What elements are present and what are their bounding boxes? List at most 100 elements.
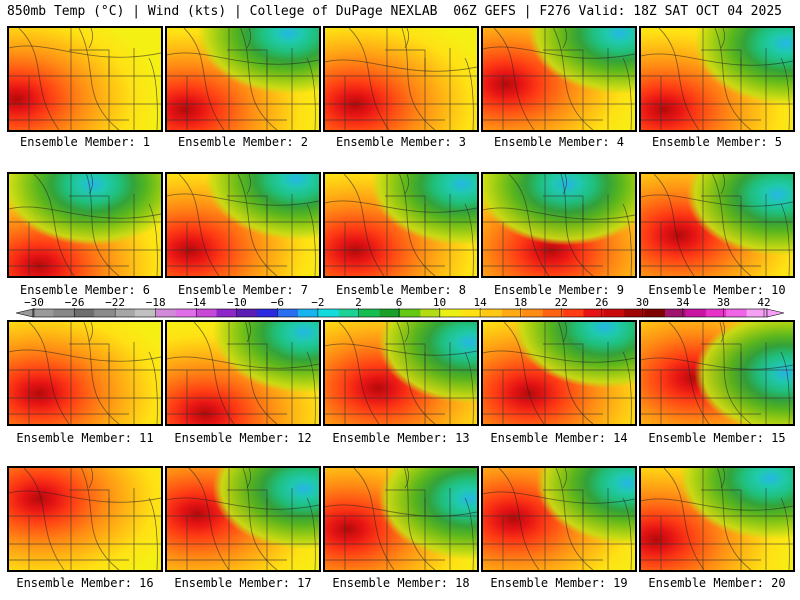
temperature-contour (714, 28, 752, 130)
colorbar-swatch (33, 309, 54, 317)
colorbar-swatch (196, 309, 217, 317)
colorbar-swatch (175, 309, 197, 317)
state-border (306, 351, 316, 424)
cool-air-field (325, 174, 477, 276)
temperature-contour (508, 174, 550, 276)
colorbar-swatch (277, 309, 299, 317)
ensemble-member-label: Ensemble Member: 13 (332, 431, 470, 445)
state-border (69, 195, 110, 222)
colorbar-swatch (440, 309, 462, 317)
colorbar-swatch (685, 309, 707, 317)
temperature-contour (240, 28, 278, 130)
temperature-contour (483, 46, 635, 59)
state-border (385, 343, 426, 370)
state-border (404, 174, 409, 195)
colorbar-tick-label: 38 (717, 296, 730, 309)
cool-air-field (641, 28, 793, 130)
colorbar-swatch (603, 309, 625, 317)
cool-air-field (167, 322, 319, 424)
temperature-contour (325, 504, 477, 517)
ensemble-member-label: Ensemble Member: 11 (16, 431, 154, 445)
temperature-contour (712, 174, 752, 276)
ensemble-member-map (639, 320, 795, 426)
state-border (246, 322, 251, 343)
state-border (227, 489, 268, 516)
ensemble-member-label: Ensemble Member: 19 (490, 576, 628, 590)
ensemble-member-label: Ensemble Member: 4 (493, 135, 625, 149)
temperature-contour (348, 28, 390, 130)
ensemble-member-map (165, 466, 321, 572)
temperature-contour (353, 468, 395, 570)
colorbar-swatch (705, 309, 727, 317)
colorbar-swatch (257, 309, 278, 317)
temperature-contour (188, 468, 230, 570)
temperature-contour (641, 357, 793, 370)
temperature-field (9, 28, 161, 130)
temperature-contour (483, 491, 635, 504)
temperature-contour (325, 343, 477, 356)
colorbar-tick-label: 42 (757, 296, 770, 309)
ensemble-member-map (323, 466, 479, 572)
state-border (227, 343, 268, 370)
colorbar-swatch (644, 309, 666, 317)
state-border (88, 28, 93, 49)
colorbar-swatch (53, 309, 75, 317)
temperature-contour (493, 28, 535, 130)
ensemble-member-map (639, 172, 795, 278)
colorbar-arrow-high (766, 308, 785, 318)
temperature-contour (9, 45, 161, 58)
temperature-contour (560, 174, 594, 276)
ensemble-member-label: Ensemble Member: 10 (648, 283, 786, 297)
ensemble-member-label: Ensemble Member: 20 (648, 576, 786, 590)
colorbar-swatch (563, 309, 584, 317)
ensemble-member-map (165, 26, 321, 132)
colorbar-tick-label: −26 (65, 296, 85, 309)
cool-air-field (483, 322, 635, 424)
ensemble-member-map (639, 466, 795, 572)
ensemble-member-map (481, 26, 637, 132)
colorbar-swatch (746, 309, 768, 317)
colorbar-tick-label: 30 (636, 296, 649, 309)
state-border (622, 351, 632, 424)
ensemble-member-label: Ensemble Member: 1 (19, 135, 151, 149)
cool-air-field (641, 322, 793, 424)
colorbar-tick-label: −14 (186, 296, 206, 309)
colorbar-tick-label: 6 (396, 296, 403, 309)
ensemble-member-map (7, 26, 163, 132)
state-border (543, 195, 584, 222)
state-border (227, 195, 268, 222)
ensemble-member-map (7, 466, 163, 572)
state-border (306, 497, 316, 570)
temperature-contour (553, 28, 594, 130)
model-valid-time: 06Z GEFS | F276 Valid: 18Z SAT OCT 04 20… (453, 4, 782, 19)
cool-air-field (483, 174, 635, 276)
temperature-contour (167, 497, 319, 510)
state-border (720, 174, 725, 195)
state-border (780, 497, 790, 570)
ensemble-member-label: Ensemble Member: 18 (332, 576, 470, 590)
colorbar-tick-label: −10 (227, 296, 247, 309)
state-border (464, 203, 474, 276)
temperature-contour (83, 322, 120, 424)
temperature-contour (719, 322, 752, 424)
ensemble-member-map (481, 172, 637, 278)
state-border (464, 497, 474, 570)
state-border (562, 174, 567, 195)
temperature-contour (23, 468, 65, 570)
temperature-contour (396, 322, 436, 424)
temperature-contour (641, 53, 793, 66)
state-border (622, 57, 632, 130)
temperature-contour (193, 322, 235, 424)
state-border (227, 49, 268, 76)
temperature-contour (325, 200, 477, 213)
ensemble-member-map (639, 26, 795, 132)
state-border (464, 57, 474, 130)
temperature-contour (9, 490, 161, 503)
colorbar-swatch (420, 309, 442, 317)
state-border (88, 322, 93, 343)
state-border (148, 203, 158, 276)
state-border (385, 195, 426, 222)
cool-air-field (483, 28, 635, 130)
state-border (306, 203, 316, 276)
cool-air-field (167, 28, 319, 130)
